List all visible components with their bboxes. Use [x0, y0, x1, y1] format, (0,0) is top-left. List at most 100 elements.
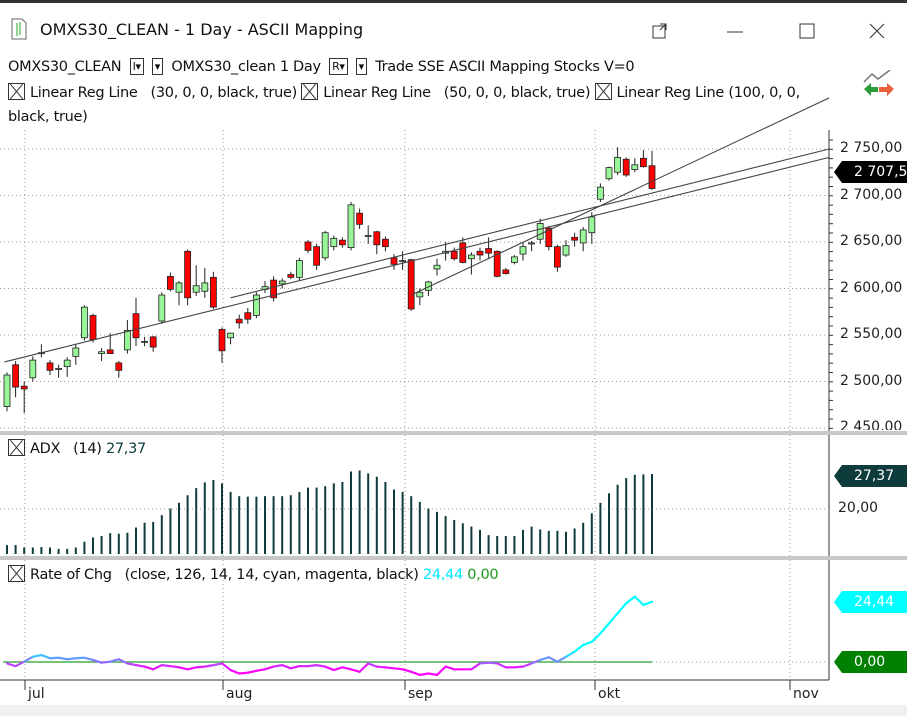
adx-bar	[341, 481, 344, 554]
last-price-tag: 2 707,50	[834, 161, 907, 183]
candle-body	[166, 276, 174, 290]
roc-line-segment	[169, 665, 181, 669]
candle-body	[20, 385, 28, 390]
roc-line-segment	[66, 657, 77, 661]
candle-body	[141, 341, 149, 343]
roc-line-segment	[496, 662, 507, 669]
adx-bar	[608, 493, 610, 554]
adx-bar	[324, 486, 327, 554]
candle	[270, 276, 278, 302]
adx-bar	[530, 526, 533, 554]
maximize-icon[interactable]	[799, 23, 815, 39]
adx-bar	[203, 482, 206, 554]
adx-bar	[590, 513, 593, 554]
roc-line-segment	[186, 666, 198, 671]
adx-bar	[221, 483, 223, 554]
adx-bar	[375, 476, 378, 554]
candle	[364, 225, 372, 244]
candle-body	[287, 274, 295, 278]
month-label-aug: aug	[226, 686, 253, 702]
remove-roc-checkbox[interactable]	[8, 565, 25, 582]
roc-line-segment	[478, 661, 490, 665]
roc-value: 24,44	[422, 567, 463, 583]
roc-line-segment	[177, 666, 189, 671]
roc-line-segment	[444, 665, 456, 671]
instrument-options-dropdown[interactable]: ▾	[151, 58, 164, 75]
adx-bar	[350, 471, 352, 554]
remove-adx-checkbox[interactable]	[8, 439, 25, 456]
candle	[63, 357, 71, 377]
adx-bar	[651, 473, 653, 554]
popout-icon[interactable]	[652, 23, 668, 39]
indicator-item: Linear Reg Line (30, 0, 0, black, true)	[8, 83, 297, 101]
close-icon[interactable]	[869, 23, 885, 39]
series-dropdown[interactable]: R▾	[329, 58, 348, 75]
adx-bar	[100, 536, 103, 554]
adx-value-tag: 27,37	[834, 465, 907, 487]
series-label: OMXS30_clean	[171, 59, 276, 75]
candle	[450, 247, 458, 261]
roc-line-segment	[487, 661, 499, 665]
roc-line-segment	[375, 665, 387, 669]
adx-bar	[14, 545, 17, 554]
adx-bar	[186, 495, 189, 554]
roc-line-segment	[5, 662, 17, 668]
remove-indicator-checkbox[interactable]	[594, 83, 612, 100]
linear-reg-line-30	[410, 97, 830, 296]
price-axis-label: 2 500,00	[840, 372, 903, 389]
candle	[597, 183, 604, 203]
candle-body	[545, 227, 553, 248]
candle	[81, 305, 88, 341]
candle	[510, 255, 518, 265]
adx-bar	[479, 529, 481, 554]
adx-axis-label: 20,00	[838, 500, 879, 516]
roc-line-segment	[530, 658, 542, 665]
linear-reg-line-50	[230, 148, 830, 299]
trade-arrows-icon[interactable]	[862, 70, 896, 98]
adx-legend: ADX (14) 27,37	[8, 439, 146, 457]
roc-line-segment	[599, 622, 611, 635]
candle-body	[63, 359, 71, 368]
adx-bar	[83, 541, 86, 554]
candle-body	[493, 250, 501, 277]
adx-bar	[384, 481, 387, 554]
candle	[459, 237, 467, 264]
candle-body	[562, 245, 570, 256]
instrument-dropdown[interactable]: I▾	[129, 58, 144, 75]
candle-body	[55, 368, 62, 370]
adx-bar	[393, 489, 395, 554]
candle-body	[399, 260, 407, 263]
series-options-dropdown[interactable]: ▾	[355, 58, 367, 75]
roc-line-segment	[117, 658, 129, 665]
roc-signal-value: 0,00	[467, 567, 499, 583]
candle-body	[106, 349, 114, 355]
candle	[304, 240, 312, 254]
roc-line-segment	[160, 664, 172, 668]
roc-line-segment	[470, 662, 482, 671]
price-axis[interactable]: 2 750,00 2 700,00 2 650,00 2 600,00 2 550,00…	[832, 130, 907, 430]
roc-line-segment	[582, 640, 593, 647]
remove-indicator-checkbox[interactable]	[8, 83, 25, 100]
adx-bar	[135, 527, 137, 554]
roc-line-segment	[513, 665, 525, 669]
adx-bar	[66, 548, 69, 554]
roc-line-segment	[31, 653, 43, 658]
price-axis-label: 2 750,00	[840, 140, 903, 156]
candle-body	[227, 332, 235, 339]
minimize-icon[interactable]	[727, 30, 743, 34]
period-label: 1 Day	[279, 59, 321, 75]
candle-body	[209, 276, 217, 308]
candle-body	[416, 291, 424, 298]
roc-line-segment	[418, 672, 430, 677]
month-label-nov: nov	[793, 686, 819, 702]
remove-indicator-checkbox[interactable]	[301, 83, 319, 100]
title-bar: OMXS30_CLEAN - 1 Day - ASCII Mapping	[0, 0, 907, 55]
roc-line-segment	[332, 666, 344, 672]
candle-body	[597, 186, 604, 200]
candle	[528, 241, 535, 252]
candle-body	[29, 359, 37, 379]
candle	[124, 320, 131, 354]
roc-line-segment	[143, 665, 155, 671]
candle	[89, 313, 97, 343]
